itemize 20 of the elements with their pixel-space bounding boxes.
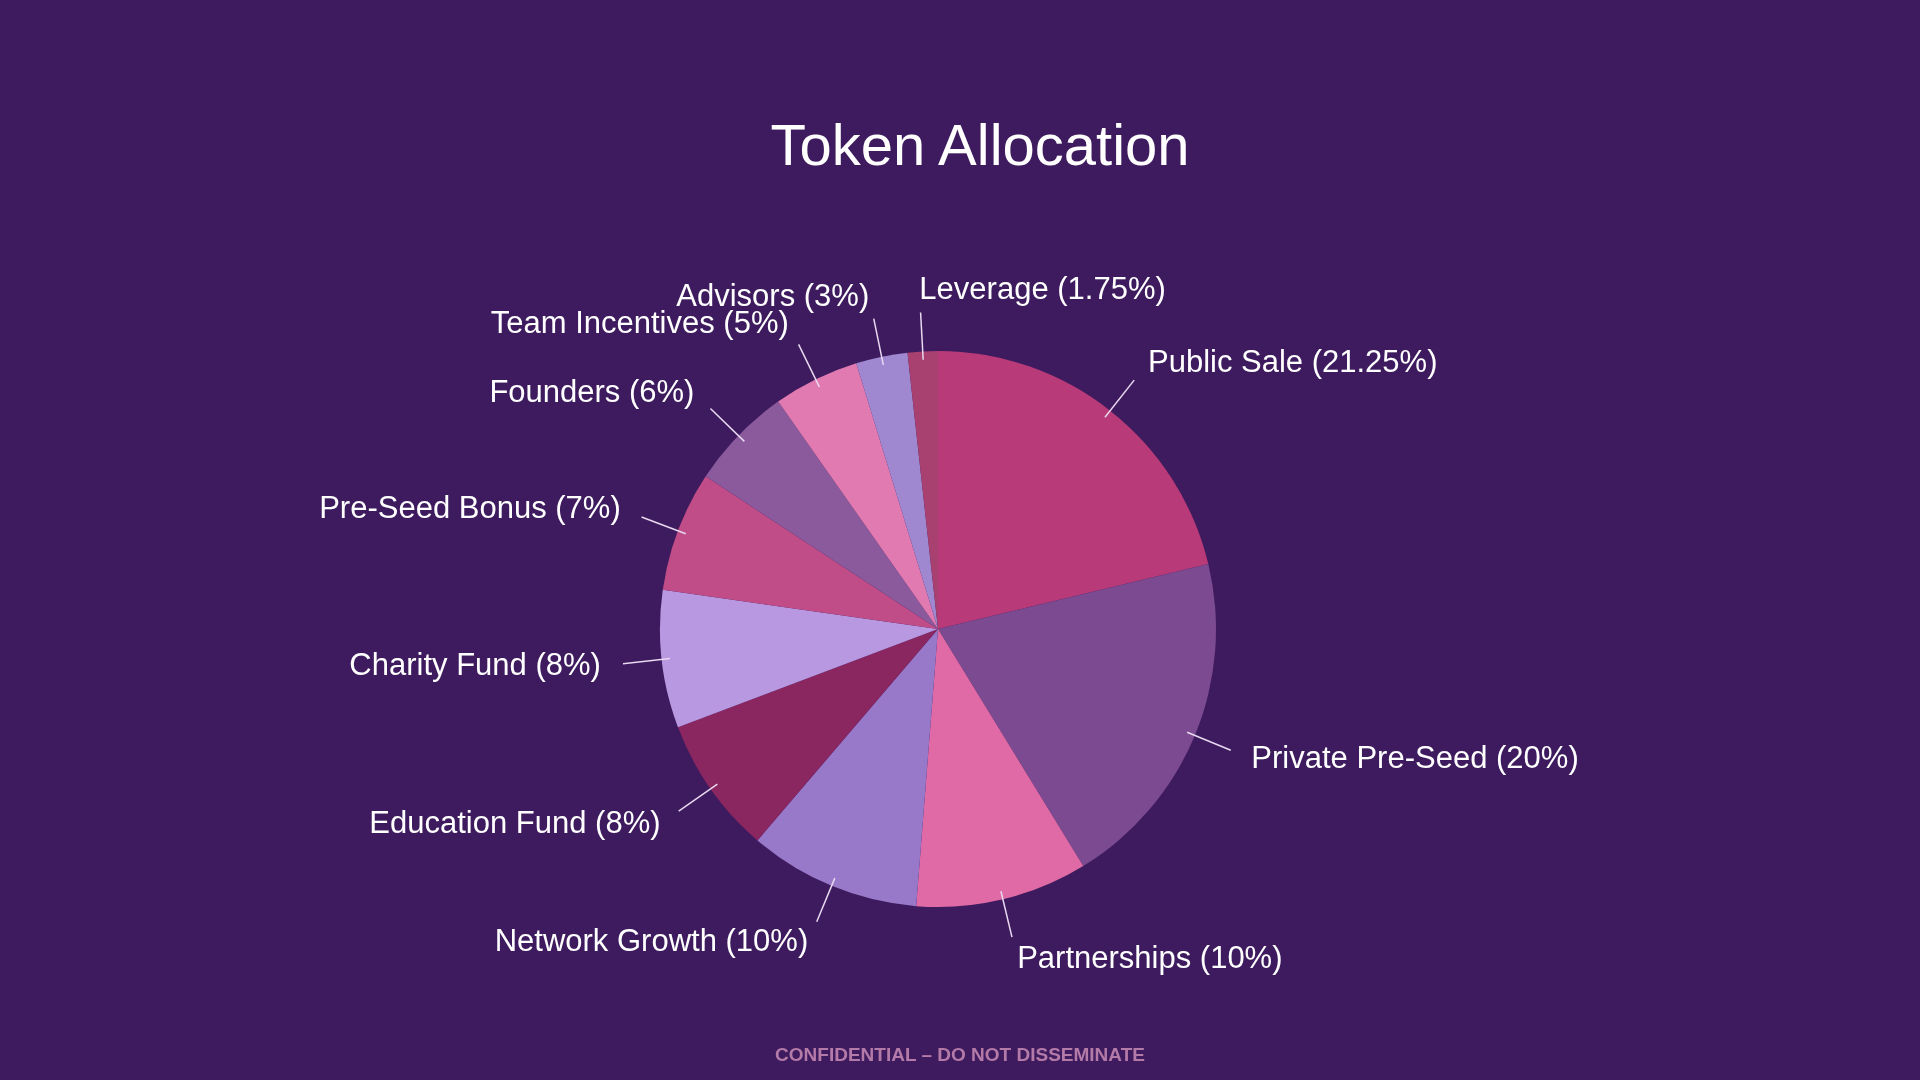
pie-slice — [916, 629, 1084, 907]
pie-slice — [662, 476, 938, 629]
pie-slice — [660, 589, 938, 728]
slice-label: Charity Fund (8%) — [349, 647, 601, 683]
text: CONFIDENTIAL – DO NOT DISSEMINATE — [775, 1044, 1145, 1065]
slice-label: Leverage (1.75%) — [919, 271, 1166, 307]
pie-slice — [705, 401, 938, 629]
slice-label: Public Sale (21.25%) — [1147, 343, 1438, 379]
slice-label: Private Pre-Seed (20%) — [1251, 739, 1579, 775]
slice-label: Network Growth (10%) — [494, 923, 809, 959]
chart-title: Token Allocation — [770, 112, 1190, 177]
pie-slice — [778, 363, 938, 629]
slice-label: Pre-Seed Bonus (7%) — [319, 490, 621, 526]
pie-slice — [938, 564, 1216, 867]
slice-label: Partnerships (10%) — [1017, 939, 1283, 975]
pie-slice — [757, 629, 938, 907]
slice-label: Education Fund (8%) — [369, 805, 661, 841]
pie-slice — [856, 352, 938, 629]
slice-label: Founders (6%) — [489, 373, 695, 409]
pie-slice — [677, 629, 938, 841]
